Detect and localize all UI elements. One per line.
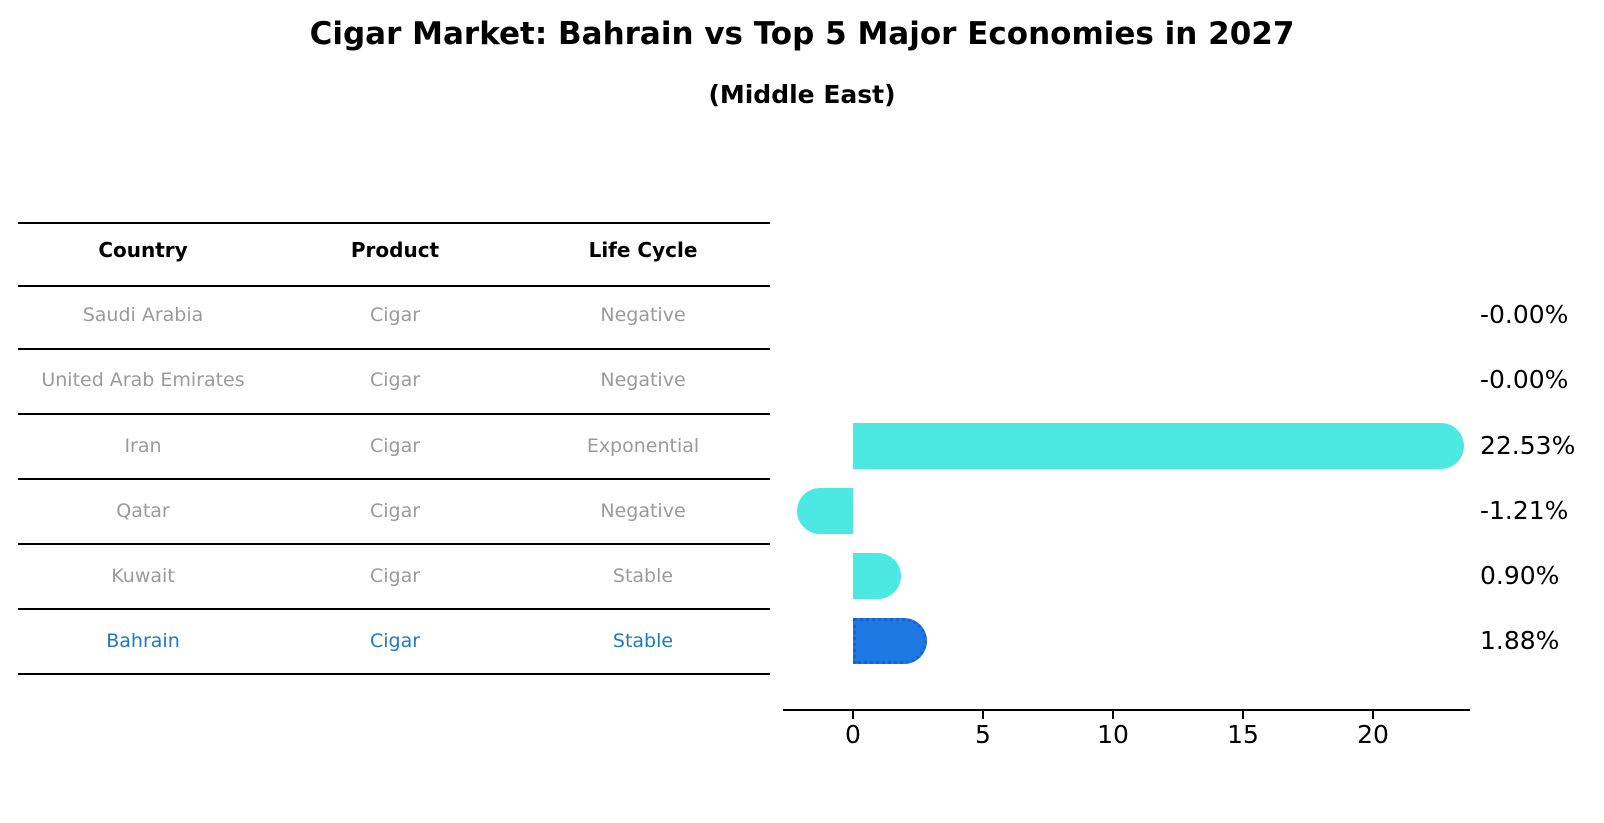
cell-country: Kuwait	[111, 565, 175, 587]
cell-life-cycle: Stable	[612, 565, 674, 587]
x-axis-tick	[982, 711, 984, 719]
x-axis-tick-label: 15	[1227, 720, 1259, 749]
x-axis-tick-label: 20	[1357, 720, 1389, 749]
bar-kuwait	[853, 553, 902, 599]
table-header-rule	[18, 285, 770, 287]
table-row-rule	[18, 478, 770, 480]
bar-value-label: 1.88%	[1480, 626, 1560, 655]
bar-iran	[853, 423, 1464, 469]
cell-product: Cigar	[369, 565, 421, 587]
table-bottom-rule	[18, 673, 770, 675]
column-header-country: Country	[98, 238, 188, 262]
table-row-rule	[18, 608, 770, 610]
table-row-rule	[18, 543, 770, 545]
table-top-rule	[18, 222, 770, 224]
x-axis-tick-label: 0	[845, 720, 861, 749]
cell-life-cycle: Stable	[612, 630, 674, 652]
chart-subtitle: (Middle East)	[708, 80, 896, 109]
column-header-product: Product	[350, 238, 440, 262]
cell-product: Cigar	[369, 369, 421, 391]
table-header-row: Country Product Life Cycle	[18, 234, 770, 266]
cell-product: Cigar	[369, 304, 421, 326]
x-axis-tick-label: 5	[975, 720, 991, 749]
table-row: Qatar Cigar Negative	[18, 495, 770, 527]
bar-bahrain	[853, 618, 927, 664]
x-axis-tick	[1242, 711, 1244, 719]
bar-value-label: 22.53%	[1480, 431, 1576, 460]
x-axis-tick-label: 10	[1097, 720, 1129, 749]
cell-country: Bahrain	[106, 630, 180, 652]
cell-life-cycle: Exponential	[586, 435, 700, 457]
cell-life-cycle: Negative	[600, 369, 686, 391]
cell-life-cycle: Negative	[600, 500, 686, 522]
bar-value-label: -0.00%	[1480, 365, 1569, 394]
cell-product: Cigar	[369, 435, 421, 457]
table-row: Saudi Arabia Cigar Negative	[18, 299, 770, 331]
x-axis-tick	[852, 711, 854, 719]
cell-country: Iran	[124, 435, 162, 457]
cell-country: Qatar	[116, 500, 170, 522]
x-axis-tick	[1112, 711, 1114, 719]
cell-product: Cigar	[369, 500, 421, 522]
cell-product: Cigar	[369, 630, 421, 652]
table-row-bahrain-highlighted: Bahrain Cigar Stable	[18, 625, 770, 657]
table-row-rule	[18, 413, 770, 415]
table-row: United Arab Emirates Cigar Negative	[18, 364, 770, 396]
table-row-rule	[18, 348, 770, 350]
table-row: Iran Cigar Exponential	[18, 430, 770, 462]
column-header-life-cycle: Life Cycle	[588, 238, 698, 262]
cell-life-cycle: Negative	[600, 304, 686, 326]
bar-value-label: 0.90%	[1480, 561, 1560, 590]
cell-country: United Arab Emirates	[41, 369, 245, 391]
bar-value-label: -0.00%	[1480, 300, 1569, 329]
cell-country: Saudi Arabia	[82, 304, 204, 326]
bar-qatar	[796, 488, 853, 534]
chart-title: Cigar Market: Bahrain vs Top 5 Major Eco…	[309, 16, 1295, 52]
x-axis-tick	[1372, 711, 1374, 719]
table-row: Kuwait Cigar Stable	[18, 560, 770, 592]
bar-value-label: -1.21%	[1480, 496, 1569, 525]
x-axis-line	[783, 709, 1470, 711]
